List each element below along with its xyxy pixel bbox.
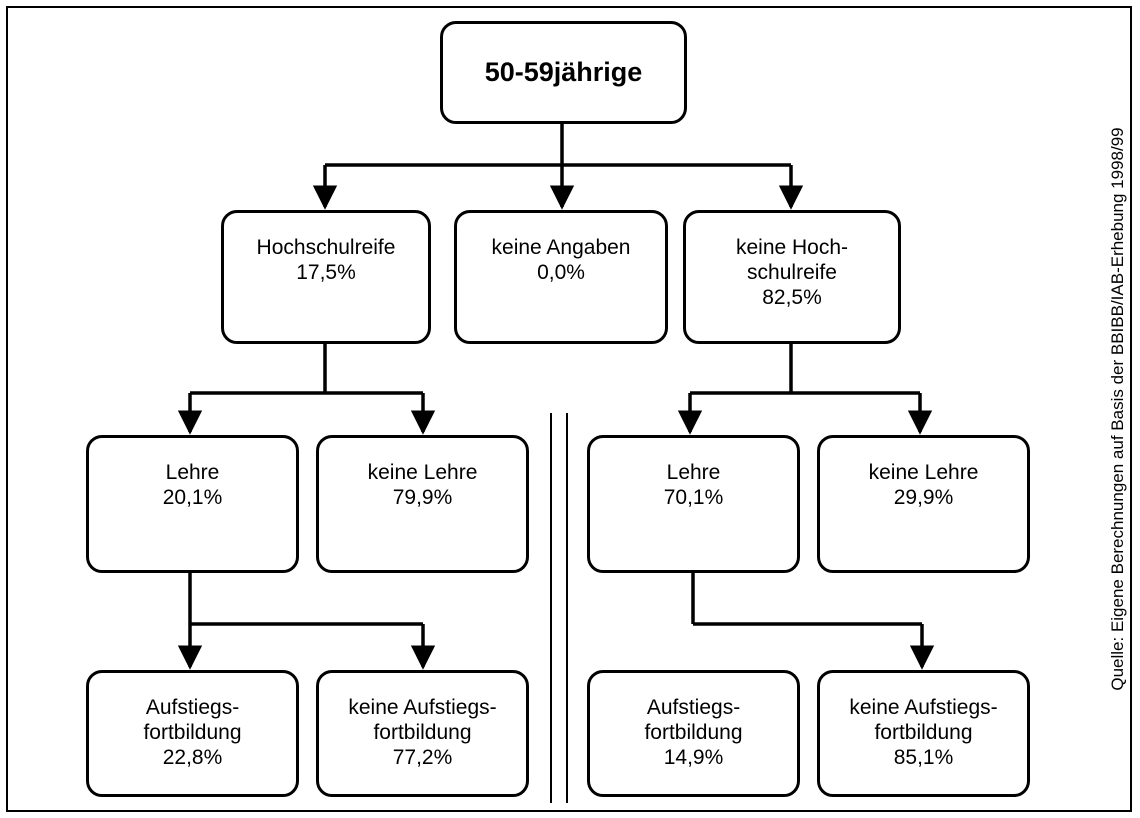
- node-line: fortbildung: [644, 721, 743, 744]
- root-node: 50-59jährige: [440, 21, 687, 124]
- node-line: keine Aufstiegs-: [849, 696, 998, 719]
- node-percentage: 79,9%: [392, 486, 453, 509]
- node-right-aufstiegsfortbildung: Aufstiegs- fortbildung 14,9%: [587, 670, 800, 797]
- node-line: keine Hoch-: [735, 236, 849, 259]
- node-left-keine-lehre: keine Lehre 79,9%: [316, 435, 529, 573]
- node-line: Aufstiegs-: [646, 696, 741, 719]
- node-percentage: 0,0%: [537, 261, 585, 284]
- source-note: Quelle: Eigene Berechnungen auf Basis de…: [1108, 127, 1127, 691]
- node-left-aufstiegsfortbildung: Aufstiegs- fortbildung 22,8%: [86, 670, 299, 797]
- root-label: 50-59jährige: [484, 57, 643, 87]
- node-percentage: 17,5%: [296, 261, 356, 284]
- node-line: Lehre: [666, 461, 721, 484]
- node-line: keine Aufstiegs-: [348, 696, 497, 719]
- node-line: fortbildung: [874, 721, 973, 744]
- node-keine-angaben: keine Angaben 0,0%: [454, 210, 668, 344]
- center-divider: [550, 413, 568, 803]
- node-percentage: 70,1%: [663, 486, 724, 509]
- node-line: fortbildung: [373, 721, 472, 744]
- node-left-lehre: Lehre 20,1%: [86, 435, 299, 573]
- node-right-keine-aufstiegsfortbildung: keine Aufstiegs- fortbildung 85,1%: [817, 670, 1030, 797]
- node-line: Hochschulreife: [256, 236, 396, 259]
- node-right-lehre: Lehre 70,1%: [587, 435, 800, 573]
- node-line: keine Lehre: [367, 461, 478, 484]
- node-percentage: 85,1%: [893, 746, 954, 769]
- node-line: keine Angaben: [491, 236, 631, 259]
- node-line: keine Lehre: [868, 461, 979, 484]
- diagram-frame: [6, 6, 1132, 812]
- node-line: Lehre: [165, 461, 220, 484]
- node-percentage: 22,8%: [162, 746, 223, 769]
- node-line: schulreife: [747, 261, 837, 284]
- node-left-keine-aufstiegsfortbildung: keine Aufstiegs- fortbildung 77,2%: [316, 670, 529, 797]
- node-percentage: 77,2%: [392, 746, 453, 769]
- node-percentage: 14,9%: [663, 746, 724, 769]
- node-percentage: 20,1%: [162, 486, 223, 509]
- node-percentage: 29,9%: [893, 486, 954, 509]
- node-keine-hochschulreife: keine Hoch- schulreife 82,5%: [683, 210, 901, 344]
- node-line: fortbildung: [143, 721, 242, 744]
- node-line: Aufstiegs-: [145, 696, 240, 719]
- node-hochschulreife: Hochschulreife 17,5%: [221, 210, 431, 344]
- node-right-keine-lehre: keine Lehre 29,9%: [817, 435, 1030, 573]
- node-percentage: 82,5%: [762, 286, 822, 309]
